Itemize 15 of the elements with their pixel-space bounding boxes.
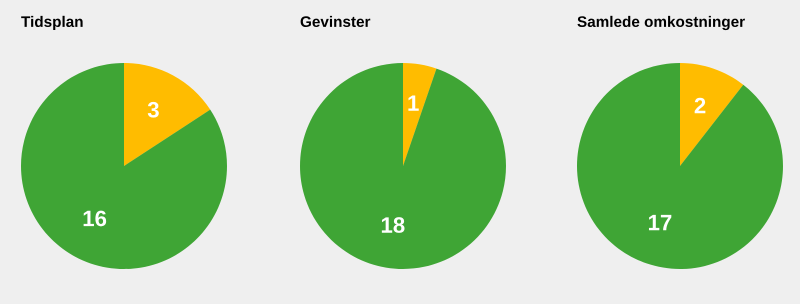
pie-slice <box>680 63 744 166</box>
pie-slice <box>124 63 210 166</box>
chart-title: Samlede omkostninger <box>577 16 745 30</box>
data-label: 17 <box>648 214 672 230</box>
pie-slice <box>577 63 783 269</box>
chart-title: Gevinster <box>300 16 370 28</box>
data-label: 3 <box>148 102 159 118</box>
data-label: 2 <box>694 98 706 114</box>
data-label: 1 <box>408 96 419 111</box>
data-label: 18 <box>382 217 405 233</box>
data-label: 16 <box>84 210 106 226</box>
pie-slice <box>403 63 436 166</box>
chart-title: Tidsplan <box>21 16 83 30</box>
pie-slice <box>300 63 506 269</box>
pie-slice <box>21 63 227 269</box>
